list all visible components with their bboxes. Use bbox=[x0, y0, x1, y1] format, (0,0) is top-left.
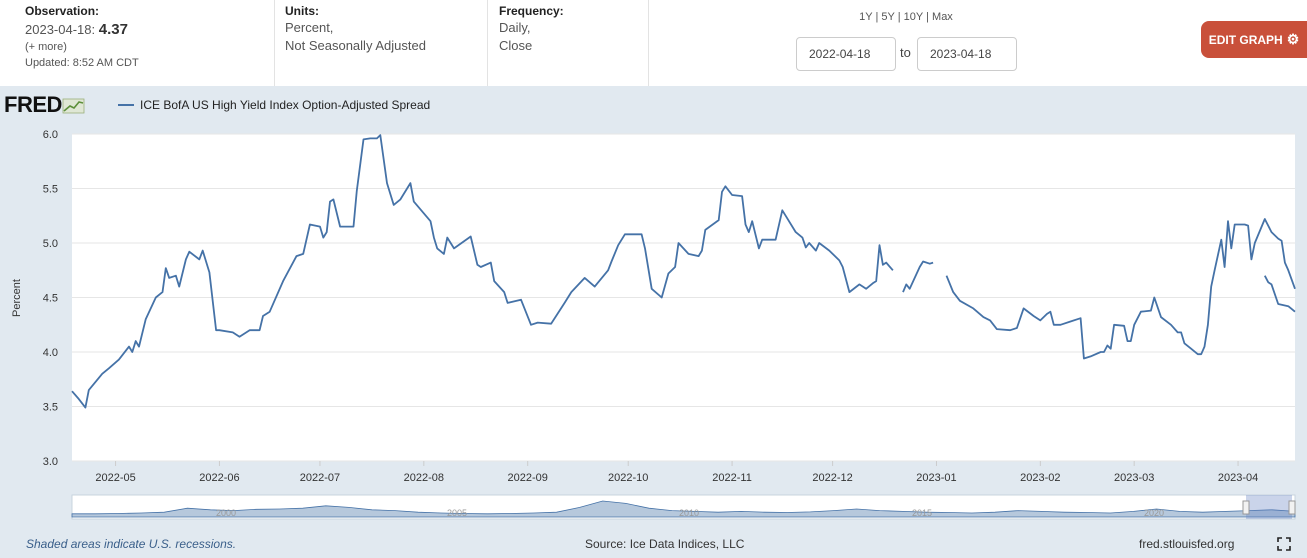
legend-series-name: ICE BofA US High Yield Index Option-Adju… bbox=[140, 98, 431, 112]
navigator-year-label: 2015 bbox=[912, 508, 932, 518]
range-separator: | bbox=[897, 11, 901, 23]
units-line2: Not Seasonally Adjusted bbox=[285, 38, 426, 53]
x-tick-label: 2022-07 bbox=[300, 472, 340, 484]
site-link[interactable]: fred.stlouisfed.org bbox=[1139, 537, 1235, 551]
x-tick-label: 2023-02 bbox=[1020, 472, 1060, 484]
range-5y[interactable]: 5Y bbox=[881, 11, 895, 23]
start-date-input[interactable] bbox=[796, 37, 896, 71]
x-tick-label: 2022-12 bbox=[812, 472, 852, 484]
range-10y[interactable]: 10Y bbox=[903, 11, 924, 23]
series-line-segment bbox=[902, 260, 934, 293]
x-tick-label: 2023-03 bbox=[1114, 472, 1154, 484]
range-selector: 1Y | 5Y | 10Y | Max bbox=[826, 11, 986, 23]
range-separator: | bbox=[875, 11, 879, 23]
navigator-left-handle[interactable] bbox=[1242, 500, 1250, 515]
y-tick-label: 5.5 bbox=[43, 184, 58, 196]
y-tick-label: 4.5 bbox=[43, 293, 58, 305]
navigator-right-handle[interactable] bbox=[1288, 500, 1296, 515]
more-link[interactable]: (+ more) bbox=[25, 41, 67, 53]
x-tick-label: 2022-08 bbox=[404, 472, 444, 484]
series-line-tail bbox=[1264, 275, 1296, 313]
frequency-line2: Close bbox=[499, 38, 533, 53]
navigator-year-label: 2000 bbox=[216, 508, 236, 518]
gear-icon: ⚙ bbox=[1286, 31, 1300, 47]
observation-line: 2023-04-18: 4.37 bbox=[25, 21, 274, 39]
y-tick-label: 6.0 bbox=[43, 129, 58, 141]
x-tick-label: 2022-05 bbox=[95, 472, 135, 484]
navigator-year-label: 2020 bbox=[1144, 508, 1164, 518]
y-tick-label: 3.0 bbox=[43, 456, 58, 468]
observation-value: 4.37 bbox=[98, 21, 128, 38]
series-lines bbox=[71, 134, 1296, 409]
x-tick-label: 2022-09 bbox=[508, 472, 548, 484]
legend-swatch bbox=[118, 104, 134, 106]
y-tick-label: 4.0 bbox=[43, 347, 58, 359]
x-tick-labels: 2022-05 2022-06 2022-07 2022-08 2022-09 2022-… bbox=[95, 472, 1258, 484]
y-tick-label: 3.5 bbox=[43, 402, 58, 414]
frequency-label: Frequency: bbox=[499, 4, 564, 18]
frequency-panel: Frequency: Daily, Close bbox=[488, 0, 649, 86]
legend: ICE BofA US High Yield Index Option-Adju… bbox=[118, 98, 430, 112]
observation-panel: Observation: 2023-04-18: 4.37 (+ more) U… bbox=[0, 0, 275, 86]
x-tick-label: 2023-04 bbox=[1218, 472, 1258, 484]
x-tick-label: 2022-10 bbox=[608, 472, 648, 484]
to-label: to bbox=[900, 45, 911, 60]
y-tick-label: 5.0 bbox=[43, 238, 58, 250]
navigator[interactable]: 2000 2005 2010 2015 2020 bbox=[71, 494, 1296, 520]
chart-canvas: 3.03.54.04.55.05.56.0 2022-05 2022-06 2022… bbox=[11, 129, 1296, 520]
recession-note: Shaded areas indicate U.S. recessions. bbox=[26, 537, 237, 551]
end-date-input[interactable] bbox=[917, 37, 1017, 71]
frequency-line1: Daily, bbox=[499, 20, 531, 35]
navigator-history-area bbox=[71, 500, 1296, 518]
observation-label: Observation: bbox=[25, 4, 100, 18]
fred-chart-icon bbox=[62, 98, 85, 114]
edit-graph-label: EDIT GRAPH bbox=[1208, 32, 1283, 47]
updated-text: Updated: 8:52 AM CDT bbox=[25, 57, 139, 69]
units-label: Units: bbox=[285, 4, 319, 18]
chart-area: 3.0 3.5 4.0 4.5 5.0 5.5 6.0 2022-05 2022-06 2022… bbox=[0, 86, 1307, 558]
x-tick-label: 2023-01 bbox=[916, 472, 956, 484]
navigator-year-label: 2010 bbox=[679, 508, 699, 518]
navigator-year-labels: 2000 2005 2010 2015 2020 bbox=[216, 508, 1164, 518]
y-axis-label: Percent bbox=[11, 279, 23, 317]
navigator-selection[interactable] bbox=[1246, 495, 1292, 519]
edit-graph-button[interactable]: EDIT GRAPH ⚙ bbox=[1201, 21, 1307, 58]
y-tick-labels: 3.0 3.5 4.0 4.5 5.0 5.5 6.0 bbox=[43, 129, 58, 468]
units-panel: Units: Percent, Not Seasonally Adjusted bbox=[275, 0, 488, 86]
source-text: Source: Ice Data Indices, LLC bbox=[585, 537, 745, 551]
x-tick-label: 2022-06 bbox=[199, 472, 239, 484]
fullscreen-icon[interactable] bbox=[1277, 537, 1291, 551]
header-bar: Observation: 2023-04-18: 4.37 (+ more) U… bbox=[0, 0, 1307, 86]
observation-date: 2023-04-18: bbox=[25, 22, 96, 37]
x-tick-label: 2022-11 bbox=[712, 472, 752, 484]
navigator-year-label: 2005 bbox=[447, 508, 467, 518]
fred-logo[interactable]: FRED bbox=[4, 92, 86, 118]
series-line bbox=[71, 134, 894, 409]
units-line1: Percent, bbox=[285, 20, 334, 35]
range-separator: | bbox=[926, 11, 929, 23]
fred-logo-text: FRED bbox=[4, 92, 62, 117]
series-line-segment bbox=[945, 218, 1296, 360]
range-max[interactable]: Max bbox=[932, 11, 953, 23]
range-1y[interactable]: 1Y bbox=[859, 11, 873, 23]
